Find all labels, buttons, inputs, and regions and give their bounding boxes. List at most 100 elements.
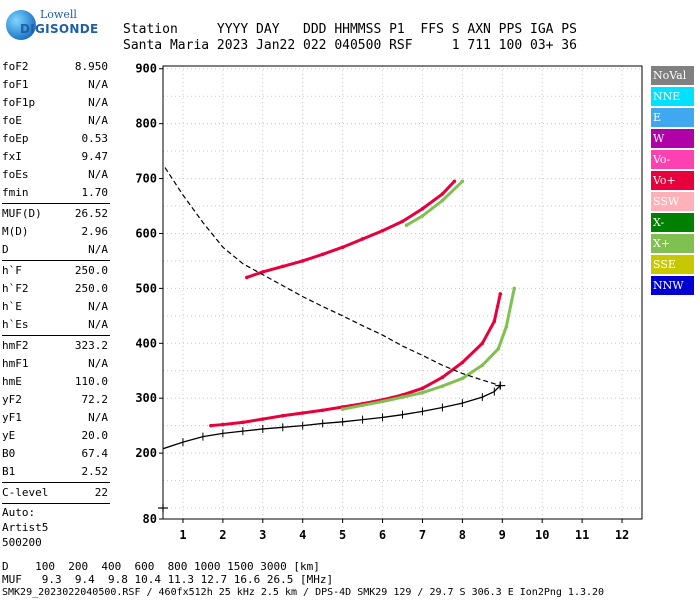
echo-point-2-11 — [452, 179, 457, 184]
param-label: h`Es — [2, 318, 29, 331]
header-labels: Station YYYY DAY DDD HHMMSS P1 FFS S AXN… — [123, 22, 577, 37]
plot-frame — [162, 65, 643, 520]
param-value: N/A — [88, 411, 108, 424]
param-row-g3-0: h`F 250.0 — [2, 262, 110, 280]
auto-text-2: 500200 — [2, 536, 42, 549]
param-row-g3-1: h`F2 250.0 — [2, 280, 110, 298]
param-label: B0 — [2, 447, 16, 460]
param-value: 2.52 — [81, 465, 109, 478]
y-tick-label-0: 80 — [143, 512, 157, 526]
param-value: 250.0 — [74, 264, 108, 277]
echo-point-2-0 — [245, 275, 249, 280]
echo-point-0-14 — [480, 341, 485, 346]
echo-point-1-2 — [380, 399, 385, 404]
param-value: 323.2 — [74, 339, 108, 352]
param-row-g2-1: M(D) 2.96 — [2, 223, 110, 241]
y-tick-label-3: 400 — [135, 336, 157, 350]
echo-point-0-6 — [320, 408, 325, 413]
echo-point-0-1 — [221, 422, 225, 427]
echo-trace-1 — [342, 288, 516, 411]
echo-point-0-13 — [460, 360, 465, 365]
globe-icon — [6, 10, 36, 40]
x-tick-label-5: 6 — [379, 528, 386, 542]
param-value: 8.950 — [74, 60, 108, 73]
param-row-g4-4: yF1 N/A — [2, 409, 110, 427]
header-values: Santa Maria 2023 Jan22 022 040500 RSF 1 … — [123, 38, 577, 53]
legend-item-7: X- — [651, 213, 694, 232]
param-value: N/A — [88, 300, 108, 313]
param-value: 20.0 — [81, 429, 109, 442]
param-value: 110.0 — [74, 375, 108, 388]
legend-item-6: SSW — [651, 192, 694, 211]
legend-item-10: NNW — [651, 276, 694, 295]
x-tick-label-0: 1 — [179, 528, 186, 542]
param-label: hmE — [2, 375, 22, 388]
echo-point-0-4 — [280, 413, 285, 418]
param-row-g3-2: h`E N/A — [2, 298, 110, 316]
param-row-g1-1: foF1 N/A — [2, 76, 110, 94]
param-row-g4-3: yF2 72.2 — [2, 391, 110, 409]
param-row-g1-0: foF2 8.950 — [2, 58, 110, 76]
x-tick-label-7: 8 — [459, 528, 466, 542]
param-label: hmF1 — [2, 357, 29, 370]
echo-point-2-1 — [260, 270, 265, 274]
legend: NoVal NNE E W Vo- Vo+ SSW X- X+ SSE NNW — [651, 66, 694, 297]
auto-text-0: Auto: — [2, 506, 36, 519]
logo-brand: Lowell — [40, 8, 77, 21]
x-tick-label-4: 5 — [339, 528, 346, 542]
x-tick-label-9: 10 — [535, 528, 549, 542]
param-row-g2-0: MUF(D) 26.52 — [2, 205, 110, 223]
param-label: fxI — [2, 150, 22, 163]
param-value: N/A — [88, 96, 108, 109]
param-row-g4-1: hmF1 N/A — [2, 355, 110, 373]
param-value: 1.70 — [81, 186, 109, 199]
echo-point-2-6 — [360, 237, 365, 241]
param-value: N/A — [88, 114, 108, 127]
param-separator-3 — [2, 335, 110, 336]
param-value: 2.96 — [81, 225, 109, 238]
param-label: h`F — [2, 264, 22, 277]
param-row-g4-6: B0 67.4 — [2, 445, 110, 463]
param-row-g4-7: B1 2.52 — [2, 463, 110, 481]
echo-point-0-15 — [492, 319, 497, 324]
echo-point-2-10 — [440, 192, 445, 196]
echo-point-3-2 — [440, 198, 445, 203]
param-row-clevel-0: C-level 22 — [2, 484, 110, 502]
legend-item-1: NNE — [651, 87, 694, 106]
param-row-g1-6: foEs N/A — [2, 166, 110, 184]
echo-point-3-1 — [420, 214, 425, 218]
param-label: h`E — [2, 300, 22, 313]
y-tick-label-7: 800 — [135, 117, 157, 131]
echo-point-2-4 — [320, 252, 325, 257]
echo-point-2-9 — [420, 206, 425, 211]
param-separator-1 — [2, 203, 110, 204]
x-tick-label-8: 9 — [499, 528, 506, 542]
param-value: 9.47 — [81, 150, 109, 163]
echo-point-1-5 — [440, 384, 445, 388]
footer-file-info: SMK29_2023022040500.RSF / 460fx512h 25 k… — [2, 587, 605, 598]
param-value: N/A — [88, 243, 108, 256]
echo-point-0-11 — [420, 386, 425, 391]
param-value: N/A — [88, 357, 108, 370]
echo-point-0-0 — [209, 423, 213, 428]
param-row-g1-4: foEp 0.53 — [2, 130, 110, 148]
echo-point-1-8 — [496, 346, 501, 351]
legend-item-8: X+ — [651, 234, 694, 253]
parameter-panel: foF2 8.950 foF1 N/A foF1p N/A foE N/A foEp 0.53 fx… — [2, 58, 110, 550]
legend-item-2: E — [651, 108, 694, 127]
param-value: 26.52 — [74, 207, 108, 220]
param-value: 0.53 — [81, 132, 109, 145]
y-tick-label-2: 300 — [135, 391, 157, 405]
x-tick-label-10: 11 — [575, 528, 589, 542]
echo-point-1-9 — [504, 325, 509, 329]
param-value: 250.0 — [74, 282, 108, 295]
legend-item-4: Vo- — [651, 150, 694, 169]
echo-point-1-10 — [512, 286, 517, 291]
param-label: foE — [2, 114, 22, 127]
param-label: fmin — [2, 186, 29, 199]
param-row-g2-2: D N/A — [2, 241, 110, 259]
param-label: yF2 — [2, 393, 22, 406]
echo-point-1-6 — [460, 376, 465, 381]
echo-trace-3 — [405, 180, 464, 227]
